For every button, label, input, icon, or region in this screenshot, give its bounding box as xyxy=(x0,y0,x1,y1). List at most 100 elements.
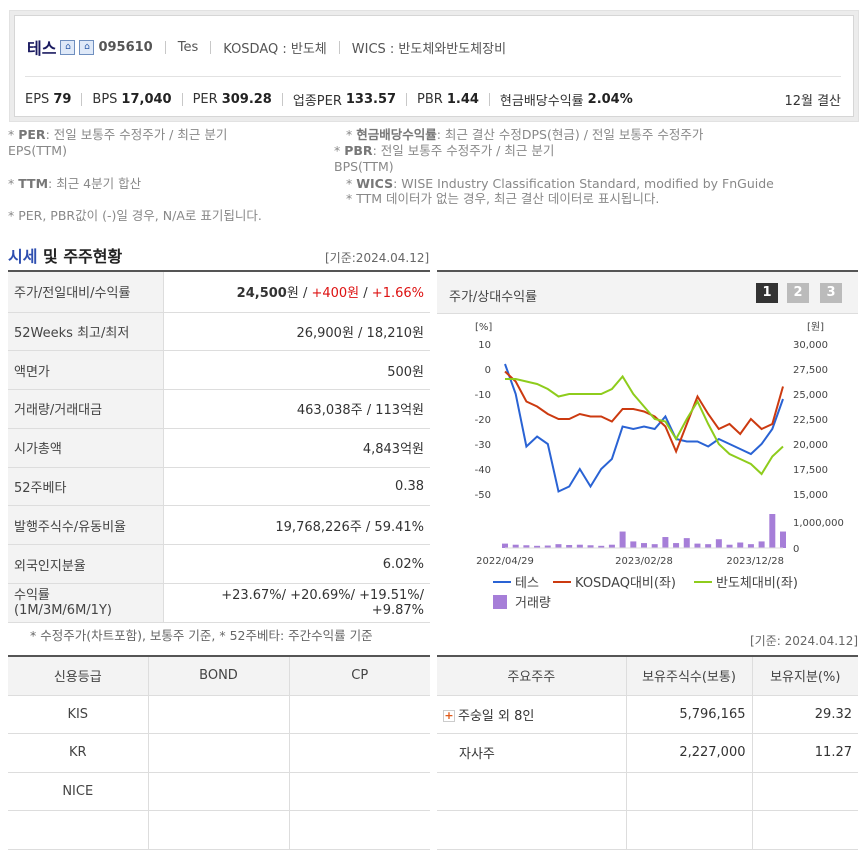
volume-bar xyxy=(587,545,594,548)
expand-icon[interactable]: + xyxy=(443,709,455,723)
company-name[interactable]: 테스 xyxy=(27,39,57,58)
table-header-row: 주요주주 보유주식수(보통) 보유지분(%) xyxy=(437,656,858,696)
row-label: 52Weeks 최고/최저 xyxy=(8,312,164,352)
table-row: 외국인지분율 6.02% xyxy=(8,544,430,585)
right-tick-label: 17,500 xyxy=(793,465,828,476)
column-header: 주요주주 xyxy=(437,656,626,696)
english-name: Tes xyxy=(177,39,199,55)
footnote: * 수정주가(차트포함), 보통주 기준, * 52주베타: 주간수익률 기준 xyxy=(30,628,373,643)
legend-label: KOSDAQ대비(좌) xyxy=(575,576,676,591)
table-row xyxy=(8,810,430,850)
note-ttm: * TTM: 최근 4분기 합산 xyxy=(8,176,142,191)
holder-shares: 5,796,165 xyxy=(625,695,752,734)
row-label: 발행주식수/유동비율 xyxy=(8,505,164,546)
row-label: 시가총액 xyxy=(8,428,164,468)
volume-bar xyxy=(737,542,744,548)
right-tick-label: 15,000 xyxy=(793,490,828,501)
left-tick-label: -40 xyxy=(475,465,491,476)
volume-bar xyxy=(662,537,669,548)
table-row: KIS xyxy=(8,695,430,734)
holder-name: + 주숭일 외 8인 xyxy=(437,695,626,734)
table-row: 주가/전일대비/수익률 24,500원 / +400원 / +1.66% xyxy=(8,271,430,313)
divider xyxy=(164,40,166,54)
divider xyxy=(281,92,283,106)
column-header: CP xyxy=(288,656,430,696)
note-dividend: * 현금배당수익률: 최근 결산 수정DPS(현금) / 전일 보통주 수정주가 xyxy=(346,127,704,142)
chart-tab-2[interactable]: 2 xyxy=(787,283,809,303)
wics-sector: WICS : 반도체와반도체장비 xyxy=(351,41,507,57)
bond-rating xyxy=(147,772,289,811)
volume-bar xyxy=(673,543,680,548)
table-row: KR xyxy=(8,733,430,773)
table-row xyxy=(437,810,858,850)
cp-rating xyxy=(288,695,430,734)
volume-bar xyxy=(780,531,786,548)
eps-value: 79 xyxy=(53,91,72,107)
section-title: 시세 및 주주현황 xyxy=(8,247,123,266)
dividend-value: 2.04% xyxy=(587,91,633,107)
right-tick-label: 30,000 xyxy=(793,340,828,351)
holder-name xyxy=(437,772,626,811)
volume-bar xyxy=(576,544,583,548)
price-change: +400원 xyxy=(311,286,360,302)
table-row: 거래량/거래대금 463,038주 / 113억원 xyxy=(8,389,430,429)
left-tick-label: -10 xyxy=(475,390,491,401)
cp-rating xyxy=(288,810,430,850)
volume-bar xyxy=(566,544,573,548)
note-per-cont: EPS(TTM) xyxy=(8,143,67,158)
per-label: PER xyxy=(192,91,218,107)
chart-tab-3[interactable]: 3 xyxy=(820,283,842,303)
holder-percent: 29.32 xyxy=(751,695,858,734)
basis-date: [기준: 2024.04.12] xyxy=(750,634,859,648)
left-tick-label: -50 xyxy=(475,490,491,501)
bps-label: BPS xyxy=(92,91,118,107)
agency-name: KR xyxy=(8,733,148,773)
note-pbr-cont: BPS(TTM) xyxy=(334,159,394,174)
right-tick-label: 27,500 xyxy=(793,365,828,376)
legend-label: 거래량 xyxy=(515,596,551,611)
market-sector: KOSDAQ : 반도체 xyxy=(223,41,327,57)
cp-rating xyxy=(288,733,430,773)
note-pbr: * PBR: 전일 보통주 수정주가 / 최근 분기 xyxy=(334,143,555,158)
divider xyxy=(81,92,83,106)
column-header: BOND xyxy=(147,656,289,696)
divider xyxy=(338,40,340,54)
ir-icon[interactable]: ⌂ xyxy=(79,39,95,55)
row-label: 거래량/거래대금 xyxy=(8,389,164,429)
industry-per-label: 업종PER xyxy=(292,93,342,109)
volume-bar xyxy=(683,538,690,548)
table-row: + 주숭일 외 8인 5,796,165 29.32 xyxy=(437,695,858,734)
pbr-label: PBR xyxy=(417,91,443,107)
row-label: 52주베타 xyxy=(8,467,164,507)
x-tick-label: 2023/12/28 xyxy=(726,556,784,567)
row-value: 6.02% xyxy=(163,544,430,585)
agency-name xyxy=(8,810,148,850)
table-row: 자사주 2,227,000 11.27 xyxy=(437,733,858,773)
left-tick-label: -30 xyxy=(475,440,491,451)
holder-percent xyxy=(751,810,858,850)
volume-bar xyxy=(534,545,541,548)
volume-tick-label: 1,000,000 xyxy=(793,518,844,529)
volume-bar xyxy=(608,544,615,548)
volume-bar xyxy=(694,543,701,548)
chart-title: 주가/상대수익률 xyxy=(449,290,538,305)
left-axis-unit: [%] xyxy=(475,322,492,333)
home-icon[interactable]: ⌂ xyxy=(60,39,76,55)
holder-shares: 2,227,000 xyxy=(625,733,752,773)
x-tick-label: 2022/04/29 xyxy=(476,556,534,567)
x-tick-label: 2023/02/28 xyxy=(615,556,673,567)
eps-label: EPS xyxy=(25,91,50,107)
volume-bar xyxy=(630,541,637,548)
company-summary: 테스 ⌂ ⌂ 095610 Tes KOSDAQ : 반도체 WICS : 반도… xyxy=(14,15,854,117)
series-line xyxy=(504,363,784,493)
legend-label: 테스 xyxy=(515,576,539,591)
volume-bar xyxy=(598,545,605,548)
left-tick-label: 0 xyxy=(485,365,491,376)
chart-tab-1[interactable]: 1 xyxy=(756,283,778,303)
major-shareholders-table: 주요주주 보유주식수(보통) 보유지분(%) + 주숭일 외 8인 5,796,1… xyxy=(437,655,858,850)
row-value: 500원 xyxy=(163,350,430,391)
table-row: 액면가 500원 xyxy=(8,350,430,391)
table-row: 52Weeks 최고/최저 26,900원 / 18,210원 xyxy=(8,312,430,352)
row-value: +23.67%/ +20.69%/ +19.51%/ +9.87% xyxy=(163,583,430,623)
holder-shares xyxy=(625,810,752,850)
